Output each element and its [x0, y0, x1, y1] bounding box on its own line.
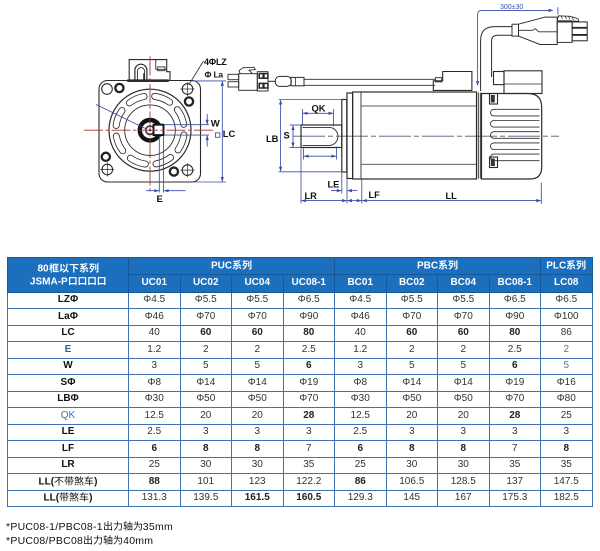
svg-text:Φ La: Φ La: [205, 70, 224, 80]
svg-text:LF: LF: [369, 190, 381, 200]
svg-text:E: E: [157, 194, 163, 205]
svg-text:QK: QK: [312, 103, 326, 113]
svg-text:LB: LB: [266, 134, 279, 144]
svg-text:300±30: 300±30: [500, 4, 523, 11]
svg-text:LL: LL: [446, 191, 458, 201]
svg-text:LC: LC: [223, 129, 236, 139]
svg-text:W: W: [211, 119, 220, 130]
svg-text:S: S: [284, 131, 290, 141]
svg-text:4ΦLZ: 4ΦLZ: [204, 57, 227, 67]
svg-text:LE: LE: [328, 180, 340, 190]
svg-text:LR: LR: [305, 191, 318, 201]
